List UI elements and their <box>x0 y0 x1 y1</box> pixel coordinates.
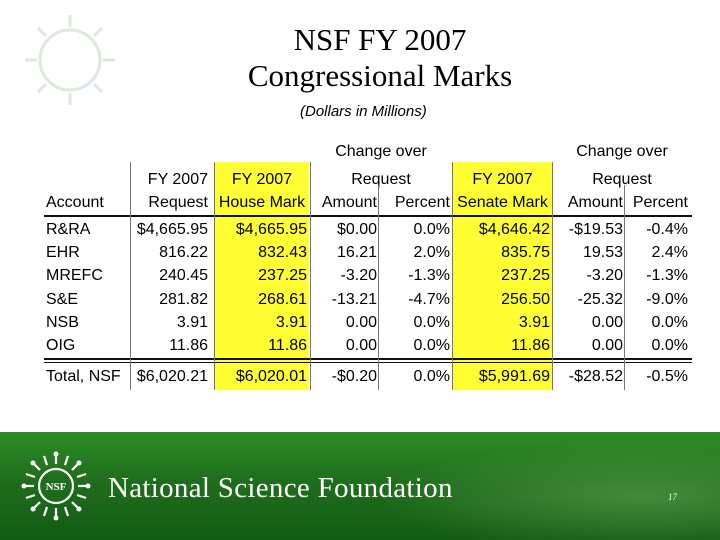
request-cell: 816.22 <box>159 244 208 262</box>
title-line-2: Congressional Marks <box>247 58 513 93</box>
column-divider <box>624 185 625 390</box>
senate-amount-cell: -3.20 <box>586 267 623 285</box>
senate-header-line-1: FY 2007 <box>472 171 533 188</box>
house-amount-cell: 0.00 <box>345 313 377 331</box>
house-amount-cell: -3.20 <box>340 267 377 285</box>
house-percent-cell: 0.0% <box>413 313 450 331</box>
watermark-logo-icon <box>25 15 115 105</box>
senate-mark-cell: 11.86 <box>511 337 550 354</box>
senate-mark-cell: 237.25 <box>501 267 550 285</box>
senate-percent-cell: -1.3% <box>646 267 688 285</box>
house-mark-cell: $6,020.01 <box>235 368 307 385</box>
house-percent-cell: 2.0% <box>413 244 450 262</box>
account-header: Account <box>46 194 104 211</box>
house-mark-cell: $4,665.95 <box>235 221 307 238</box>
request-cell: $6,020.21 <box>136 368 208 385</box>
request-cell: 240.45 <box>159 267 208 285</box>
house-change-line-1: Change over <box>335 143 427 160</box>
house-amount-cell: 0.00 <box>345 337 377 354</box>
senate-percent-cell: -0.5% <box>646 368 688 385</box>
house-percent-cell: -4.7% <box>408 290 450 308</box>
header-rule <box>44 215 692 217</box>
column-divider <box>452 162 453 390</box>
title-line-1: NSF FY 2007 <box>293 22 467 57</box>
senate-mark-cell: 835.75 <box>501 244 550 262</box>
senate-mark-cell: 256.50 <box>501 290 550 308</box>
house-mark-highlight <box>215 162 309 390</box>
house-percent-cell: 0.0% <box>413 337 450 354</box>
house-mark-cell: 237.25 <box>258 267 307 285</box>
house-percent-cell: 0.0% <box>413 221 450 238</box>
house-header-line-2: House Mark <box>218 194 306 211</box>
logo-text: NSF <box>46 481 67 493</box>
account-cell: R&RA <box>46 221 91 238</box>
request-cell: $4,665.95 <box>136 221 208 238</box>
senate-amount-cell: 0.00 <box>591 313 623 331</box>
house-amount-header: Amount <box>321 194 377 211</box>
house-percent-cell: 0.0% <box>413 368 450 385</box>
organization-name: National Science Foundation <box>108 472 453 504</box>
total-rule-top <box>44 358 692 360</box>
account-cell: MREFC <box>46 267 103 285</box>
senate-percent-header: Percent <box>632 194 688 211</box>
house-amount-cell: 16.21 <box>336 244 377 262</box>
senate-change-line-1: Change over <box>576 143 668 160</box>
house-percent-header: Percent <box>394 194 450 211</box>
column-divider <box>552 162 553 390</box>
senate-percent-cell: 0.0% <box>651 337 688 354</box>
marks-table: Change over Change over FY 2007 FY 2007 … <box>44 140 692 392</box>
senate-change-line-2: Request <box>592 171 652 188</box>
senate-amount-cell: 19.53 <box>582 244 623 262</box>
senate-amount-cell: -$28.52 <box>568 368 623 385</box>
senate-mark-cell: $5,991.69 <box>478 368 550 385</box>
request-cell: 11.86 <box>169 337 208 354</box>
request-header-line-1: FY 2007 <box>147 171 208 188</box>
house-amount-cell: -$0.20 <box>331 368 377 385</box>
house-mark-cell: 3.91 <box>275 313 307 331</box>
senate-change-header: Change over <box>554 142 690 162</box>
account-cell: S&E <box>46 290 79 308</box>
column-divider <box>378 185 379 390</box>
senate-amount-cell: 0.00 <box>591 337 623 354</box>
account-cell: Total, NSF <box>46 368 121 385</box>
total-rule-bottom <box>44 362 692 363</box>
senate-header-line-2: Senate Mark <box>457 194 548 211</box>
request-cell: 281.82 <box>159 290 208 308</box>
slide-title: NSF FY 2007 Congressional Marks <box>0 22 720 94</box>
nsf-logo-icon: NSF <box>21 451 91 521</box>
column-divider <box>310 162 311 390</box>
slide-subtitle: (Dollars in Millions) <box>300 103 427 120</box>
senate-mark-cell: $4,646.42 <box>478 221 550 238</box>
account-cell: NSB <box>46 313 79 331</box>
house-percent-cell: -1.3% <box>408 267 450 285</box>
page-number: 17 <box>668 492 677 502</box>
senate-percent-cell: 0.0% <box>651 313 688 331</box>
column-divider <box>130 162 131 390</box>
footer-bar: NSF National Science Foundation 17 <box>0 432 720 540</box>
senate-mark-highlight <box>453 162 552 390</box>
senate-mark-cell: 3.91 <box>518 313 550 331</box>
house-header-line-1: FY 2007 <box>231 171 293 188</box>
senate-amount-cell: -$19.53 <box>568 221 623 238</box>
house-mark-cell: 268.61 <box>258 290 307 308</box>
senate-percent-cell: -0.4% <box>646 221 688 238</box>
house-amount-cell: $0.00 <box>336 221 377 238</box>
footer-sheen <box>330 432 720 540</box>
account-cell: EHR <box>46 244 80 262</box>
senate-percent-cell: 2.4% <box>651 244 688 262</box>
house-mark-cell: 832.43 <box>258 244 307 262</box>
column-divider <box>214 162 215 390</box>
house-mark-cell: 11.86 <box>268 337 307 354</box>
request-cell: 3.91 <box>176 313 208 331</box>
request-header-line-2: Request <box>148 194 208 211</box>
senate-amount-header: Amount <box>567 194 623 211</box>
house-change-line-2: Request <box>351 171 411 188</box>
house-amount-cell: -13.21 <box>331 290 377 308</box>
senate-amount-cell: -25.32 <box>577 290 623 308</box>
account-cell: OIG <box>46 337 76 354</box>
senate-percent-cell: -9.0% <box>646 290 688 308</box>
house-change-header: Change over <box>314 142 448 162</box>
